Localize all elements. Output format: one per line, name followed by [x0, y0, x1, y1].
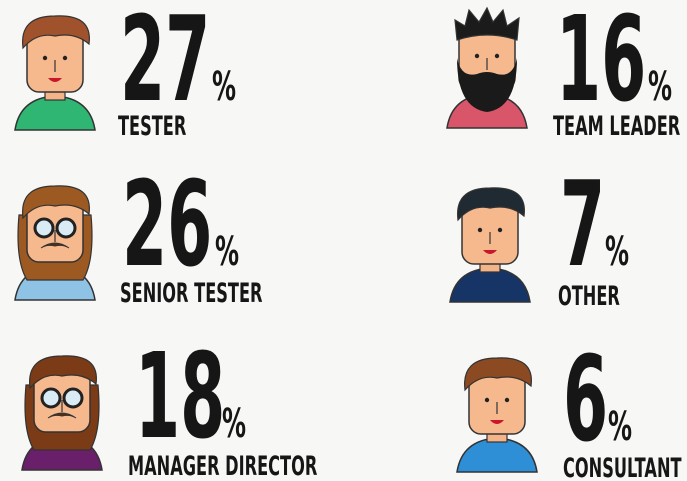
hair: [22, 185, 90, 220]
eye: [497, 227, 503, 233]
role-label: TEAM LEADER: [553, 111, 680, 143]
glasses: [62, 387, 84, 409]
eye: [504, 397, 510, 403]
hair: [454, 6, 520, 41]
percentage-value: 18: [135, 329, 225, 465]
percentage-value: 16: [556, 0, 646, 129]
glasses: [33, 217, 55, 239]
shirt: [456, 437, 538, 473]
eye: [474, 53, 480, 59]
shirt: [14, 95, 96, 131]
role-label: SENIOR TESTER: [120, 278, 262, 310]
percentage-value: 6: [563, 332, 608, 468]
eye: [62, 55, 68, 61]
avatar: [14, 15, 96, 131]
hair: [29, 355, 97, 390]
mustache: [40, 242, 70, 249]
percent-sign: %: [212, 62, 236, 109]
mouth: [490, 420, 504, 424]
percentage-value: 26: [122, 157, 212, 293]
eye: [484, 397, 490, 403]
percent-sign: %: [648, 62, 672, 109]
mustache: [47, 412, 77, 419]
eye: [477, 227, 483, 233]
percent-sign: %: [605, 227, 629, 274]
glasses: [40, 387, 62, 409]
avatar: [14, 185, 96, 301]
beard: [457, 58, 517, 112]
avatar: [21, 355, 103, 471]
eye: [42, 55, 48, 61]
avatar: [446, 6, 528, 129]
hair: [457, 187, 525, 222]
percent-sign: %: [222, 399, 246, 446]
hair: [22, 15, 90, 50]
percentage-value: 7: [560, 157, 605, 293]
percentage-value: 27: [120, 0, 210, 129]
role-label: TESTER: [118, 111, 186, 143]
role-label: OTHER: [558, 281, 620, 313]
mouth: [483, 250, 497, 254]
mouth: [48, 78, 62, 82]
shirt: [449, 267, 531, 303]
percent-sign: %: [608, 402, 632, 449]
eye: [494, 53, 500, 59]
hair: [464, 357, 532, 392]
percent-sign: %: [215, 227, 239, 274]
avatar: [456, 357, 538, 473]
role-label: MANAGER DIRECTOR: [128, 451, 317, 481]
glasses: [55, 217, 77, 239]
role-label: CONSULTANT: [563, 453, 682, 481]
avatar: [449, 187, 531, 303]
